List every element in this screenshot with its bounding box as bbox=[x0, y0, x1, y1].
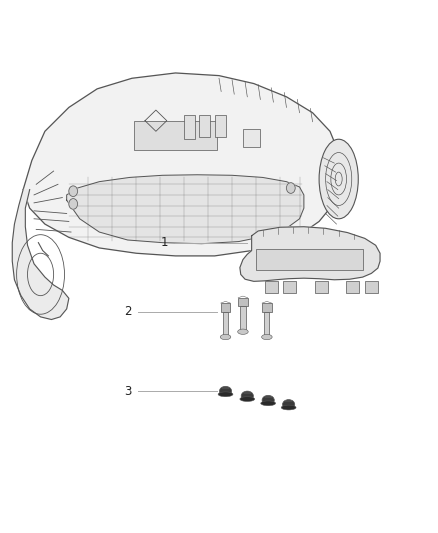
Bar bbox=[215, 115, 226, 136]
Ellipse shape bbox=[281, 405, 296, 410]
Bar bbox=[134, 120, 217, 150]
Polygon shape bbox=[12, 190, 69, 319]
Ellipse shape bbox=[261, 401, 276, 406]
Bar bbox=[223, 312, 228, 337]
Polygon shape bbox=[240, 227, 380, 281]
Bar bbox=[238, 298, 248, 306]
Bar bbox=[240, 306, 246, 332]
Circle shape bbox=[286, 227, 295, 237]
Bar bbox=[283, 281, 297, 293]
Bar bbox=[315, 281, 328, 293]
Text: 3: 3 bbox=[124, 385, 131, 398]
Ellipse shape bbox=[261, 334, 272, 340]
Ellipse shape bbox=[240, 397, 254, 401]
Bar bbox=[262, 303, 272, 312]
Text: 2: 2 bbox=[124, 305, 131, 318]
Bar bbox=[264, 312, 269, 337]
Polygon shape bbox=[67, 175, 304, 244]
Ellipse shape bbox=[218, 392, 233, 397]
Bar bbox=[256, 249, 363, 270]
Bar bbox=[184, 115, 195, 139]
Ellipse shape bbox=[241, 391, 253, 401]
Ellipse shape bbox=[220, 334, 231, 340]
Ellipse shape bbox=[238, 329, 248, 334]
Circle shape bbox=[286, 183, 295, 193]
Ellipse shape bbox=[219, 386, 232, 396]
Circle shape bbox=[69, 186, 78, 197]
Bar bbox=[221, 303, 230, 312]
Bar bbox=[243, 128, 260, 147]
Bar bbox=[346, 281, 359, 293]
Bar bbox=[365, 281, 378, 293]
Bar bbox=[265, 281, 278, 293]
Polygon shape bbox=[23, 73, 339, 256]
Ellipse shape bbox=[262, 395, 274, 405]
Bar bbox=[199, 115, 210, 136]
Ellipse shape bbox=[319, 139, 358, 219]
Ellipse shape bbox=[283, 400, 295, 409]
Text: 1: 1 bbox=[161, 236, 168, 249]
Circle shape bbox=[69, 199, 78, 209]
